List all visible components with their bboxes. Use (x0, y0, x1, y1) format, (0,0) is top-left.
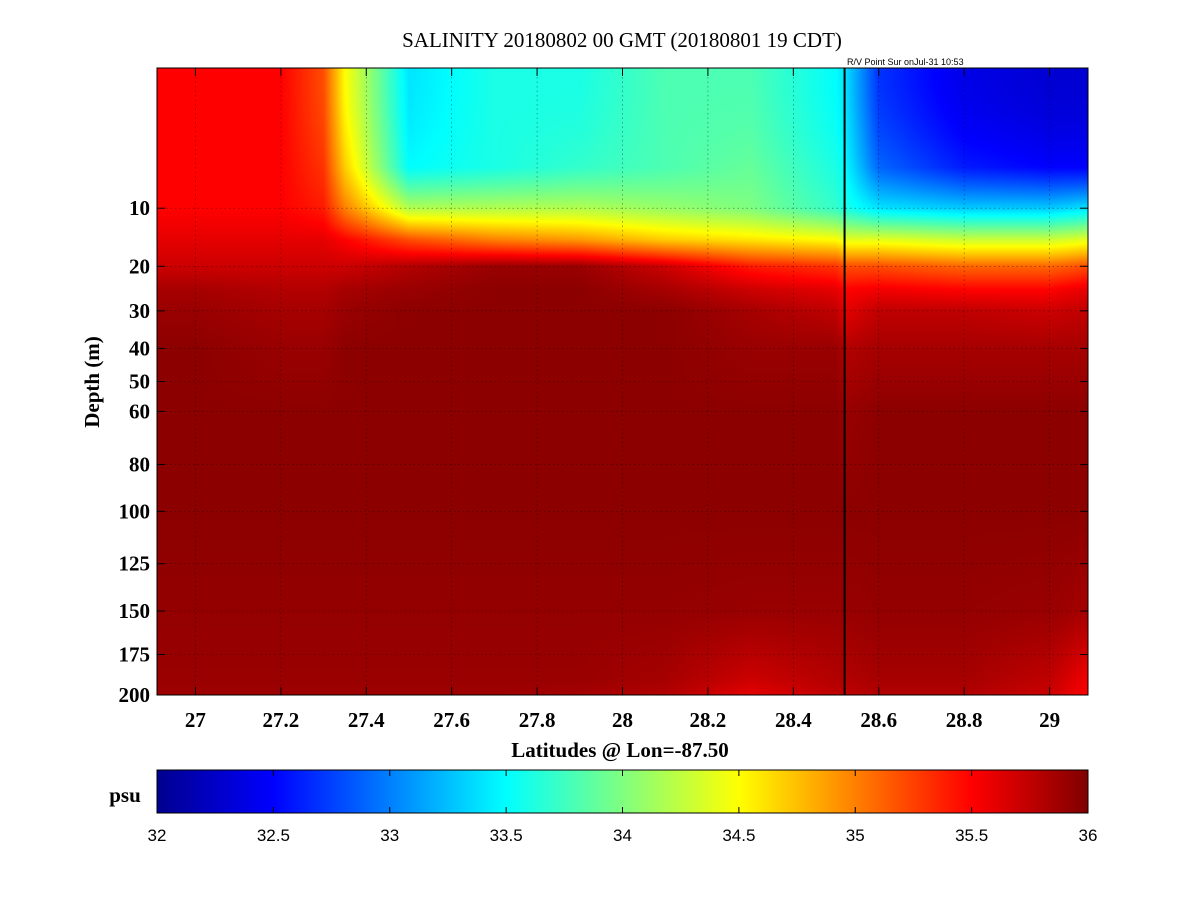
x-tick-label: 27.4 (348, 708, 385, 732)
chart-title: SALINITY 20180802 00 GMT (20180801 19 CD… (402, 28, 842, 52)
colorbar-tick-label: 32 (148, 826, 167, 845)
y-axis-label: Depth (m) (80, 336, 104, 428)
y-tick-label: 150 (119, 599, 151, 623)
colorbar-tick-label: 35 (846, 826, 865, 845)
x-axis-label: Latitudes @ Lon=-87.50 (511, 738, 729, 762)
y-tick-label: 20 (129, 254, 150, 278)
colorbar-tick-label: 36 (1079, 826, 1098, 845)
y-tick-label: 40 (129, 336, 150, 360)
x-tick-label: 27 (185, 708, 206, 732)
y-tick-label: 100 (119, 499, 151, 523)
colorbar (157, 770, 1088, 813)
x-tick-label: 28.6 (860, 708, 897, 732)
colorbar-tick-label: 35.5 (955, 826, 988, 845)
y-tick-label: 50 (129, 370, 150, 394)
colorbar-tick-label: 34.5 (722, 826, 755, 845)
y-tick-label: 175 (119, 643, 151, 667)
x-tick-label: 28.8 (946, 708, 983, 732)
vessel-annotation: R/V Point Sur onJul-31 10:53 (847, 57, 964, 67)
x-tick-label: 27.6 (433, 708, 470, 732)
x-axis: 27 27.2 27.4 27.6 27.8 28 28.2 28.4 28.6 28.8 29 (185, 68, 1060, 732)
y-tick-label: 30 (129, 299, 150, 323)
y-tick-label: 80 (129, 453, 150, 477)
colorbar-tick-label: 33.5 (490, 826, 523, 845)
colorbar-ticks: 32 32.5 33 33.5 34 34.5 35 35.5 36 (148, 770, 1098, 845)
y-tick-label: 10 (129, 196, 150, 220)
x-tick-label: 27.8 (519, 708, 556, 732)
x-tick-label: 28.2 (690, 708, 727, 732)
grid-lines (157, 68, 1088, 695)
x-tick-label: 28 (612, 708, 633, 732)
y-tick-label: 125 (119, 552, 151, 576)
y-axis: 10 20 30 40 50 60 80 100 125 150 175 200 (119, 196, 1088, 707)
colorbar-tick-label: 33 (380, 826, 399, 845)
colorbar-tick-label: 34 (613, 826, 632, 845)
colorbar-tick-label: 32.5 (257, 826, 290, 845)
y-tick-label: 60 (129, 399, 150, 423)
colorbar-label: psu (109, 783, 141, 807)
x-tick-label: 29 (1039, 708, 1060, 732)
y-tick-label: 200 (119, 683, 151, 707)
x-tick-label: 28.4 (775, 708, 812, 732)
x-tick-label: 27.2 (262, 708, 299, 732)
